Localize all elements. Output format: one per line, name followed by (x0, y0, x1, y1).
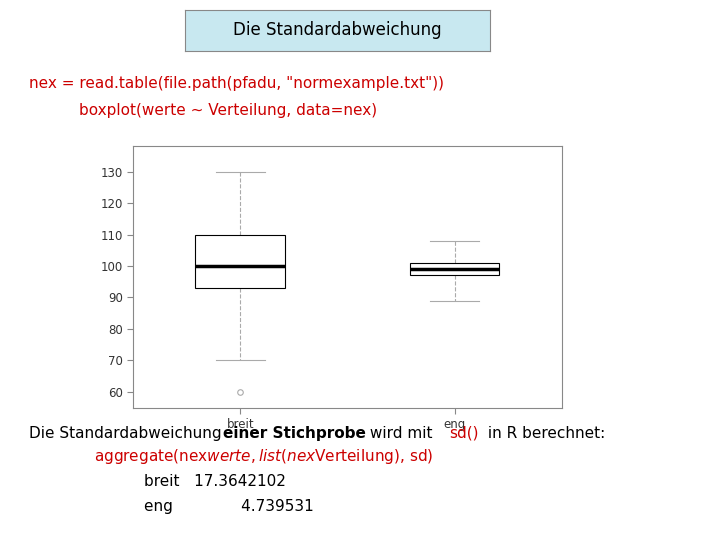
Text: aggregate(nex$werte, list(nex$Verteilung), sd): aggregate(nex$werte, list(nex$Verteilung… (94, 447, 433, 466)
Text: einer Stichprobe: einer Stichprobe (222, 426, 366, 441)
Text: in R berechnet:: in R berechnet: (483, 426, 606, 441)
Text: breit   17.3642102: breit 17.3642102 (144, 474, 286, 489)
Text: Die Standardabweichung: Die Standardabweichung (233, 21, 442, 39)
Text: sd(): sd() (449, 426, 479, 441)
Bar (195, 234, 285, 288)
Text: boxplot(werte ~ Verteilung, data=nex): boxplot(werte ~ Verteilung, data=nex) (79, 103, 377, 118)
Text: wird mit: wird mit (365, 426, 438, 441)
Text: nex = read.table(file.path(pfadu, "normexample.txt")): nex = read.table(file.path(pfadu, "norme… (29, 76, 444, 91)
Text: eng              4.739531: eng 4.739531 (144, 499, 314, 514)
Text: Die Standardabweichung: Die Standardabweichung (29, 426, 226, 441)
Bar (410, 263, 500, 275)
